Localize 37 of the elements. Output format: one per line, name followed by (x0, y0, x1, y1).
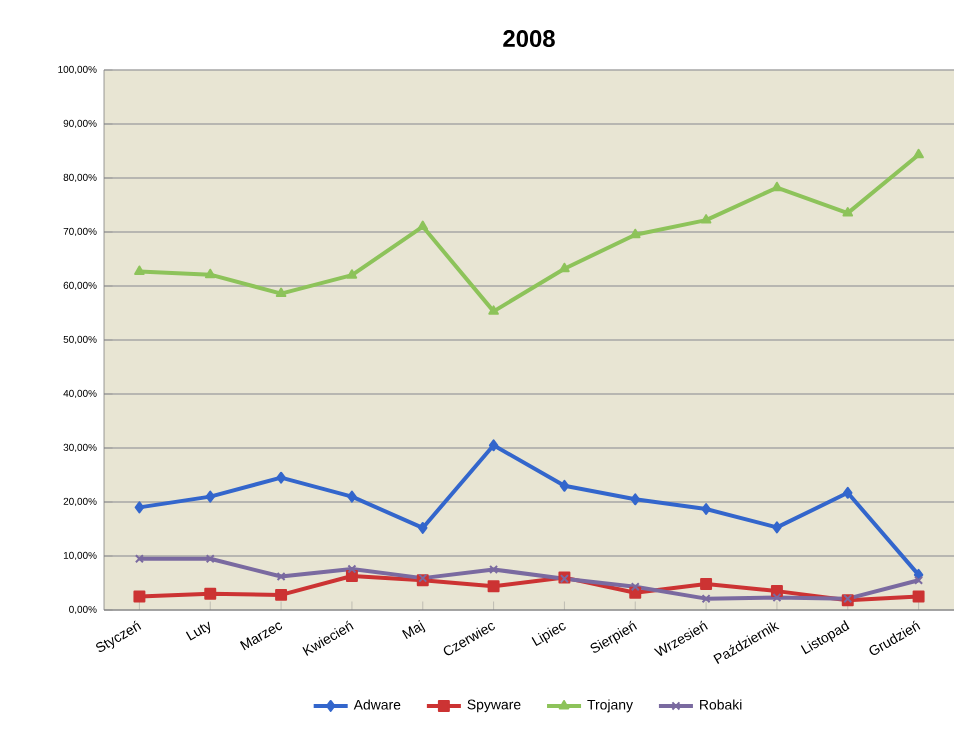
point (417, 220, 429, 231)
point (701, 503, 711, 515)
point (488, 305, 499, 315)
point (204, 268, 216, 279)
point (772, 593, 782, 603)
point (347, 564, 357, 574)
point (275, 588, 288, 601)
point (347, 490, 357, 503)
point (487, 580, 500, 593)
point (205, 554, 215, 564)
point (843, 486, 853, 499)
point (700, 214, 712, 224)
point (134, 265, 145, 275)
point (275, 287, 287, 298)
chart-title: 2008 (503, 30, 555, 47)
point (489, 564, 499, 575)
point (913, 148, 924, 159)
point (770, 585, 783, 598)
point (912, 590, 925, 603)
point (700, 578, 713, 591)
point (134, 501, 145, 514)
point (205, 490, 215, 503)
point (630, 493, 640, 506)
point (559, 479, 570, 492)
point (204, 587, 217, 600)
point (559, 262, 570, 273)
point (133, 590, 146, 603)
point (488, 439, 499, 452)
point (276, 471, 286, 484)
point (701, 594, 711, 604)
point (842, 207, 854, 217)
point (418, 521, 428, 534)
point (276, 572, 286, 582)
point (630, 582, 640, 592)
point (346, 269, 358, 279)
point (772, 521, 782, 534)
point (345, 570, 358, 582)
